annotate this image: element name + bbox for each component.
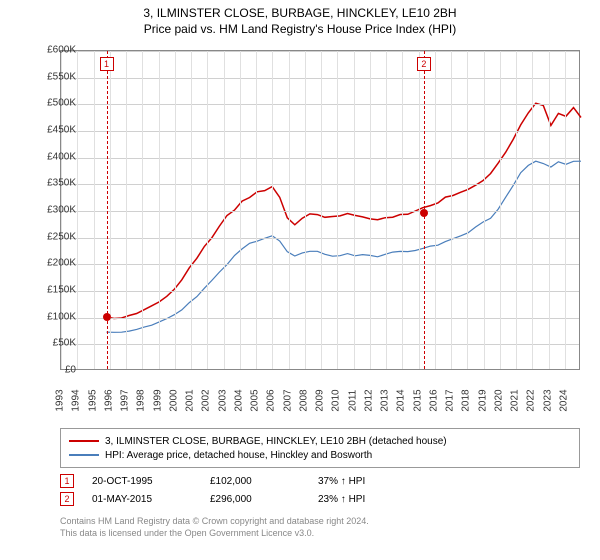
chart-marker-point: [103, 313, 111, 321]
x-axis-label: 2020: [493, 389, 504, 411]
footer-line: This data is licensed under the Open Gov…: [60, 528, 580, 540]
legend-label: HPI: Average price, detached house, Hinc…: [105, 450, 372, 461]
x-axis-label: 2016: [428, 389, 439, 411]
event-price: £296,000: [210, 494, 300, 505]
x-axis-label: 1998: [136, 389, 147, 411]
x-axis-label: 2011: [347, 390, 358, 412]
x-axis-label: 2012: [363, 389, 374, 411]
event-marker-icon: 1: [60, 474, 74, 488]
chart-marker-badge: 1: [100, 57, 114, 71]
x-axis-label: 2001: [185, 389, 196, 411]
y-axis-label: £450K: [24, 125, 76, 136]
series-line-hpi: [107, 161, 582, 332]
event-pct: 23% ↑ HPI: [318, 494, 408, 505]
y-axis-label: £300K: [24, 205, 76, 216]
chart-subtitle: Price paid vs. HM Land Registry's House …: [0, 20, 600, 36]
x-axis-label: 2017: [445, 389, 456, 411]
legend-label: 3, ILMINSTER CLOSE, BURBAGE, HINCKLEY, L…: [105, 436, 447, 447]
x-axis-label: 1993: [55, 389, 66, 411]
event-row: 1 20-OCT-1995 £102,000 37% ↑ HPI: [60, 472, 580, 490]
chart-legend: 3, ILMINSTER CLOSE, BURBAGE, HINCKLEY, L…: [60, 428, 580, 468]
x-axis-label: 2004: [233, 389, 244, 411]
chart-plot-area: 12: [60, 50, 580, 370]
chart-marker-badge: 2: [417, 57, 431, 71]
x-axis-label: 2007: [282, 389, 293, 411]
x-axis-label: 2022: [526, 389, 537, 411]
footer-attribution: Contains HM Land Registry data © Crown c…: [60, 516, 580, 539]
chart-marker-point: [420, 209, 428, 217]
x-axis-label: 1996: [103, 389, 114, 411]
x-axis-label: 2002: [201, 389, 212, 411]
x-axis-label: 2015: [412, 389, 423, 411]
event-price: £102,000: [210, 476, 300, 487]
x-axis-label: 2006: [266, 389, 277, 411]
x-axis-label: 2010: [331, 389, 342, 411]
x-axis-label: 2019: [477, 389, 488, 411]
y-axis-label: £550K: [24, 71, 76, 82]
event-date: 01-MAY-2015: [92, 494, 192, 505]
x-axis-label: 1995: [87, 389, 98, 411]
y-axis-label: £150K: [24, 285, 76, 296]
y-axis-label: £200K: [24, 258, 76, 269]
y-axis-label: £400K: [24, 151, 76, 162]
chart-container: 3, ILMINSTER CLOSE, BURBAGE, HINCKLEY, L…: [0, 0, 600, 560]
chart-lines-svg: [61, 51, 579, 369]
footer-line: Contains HM Land Registry data © Crown c…: [60, 516, 580, 528]
x-axis-label: 1999: [152, 389, 163, 411]
y-axis-label: £50K: [24, 338, 76, 349]
x-axis-label: 1997: [120, 389, 131, 411]
x-axis-label: 2023: [542, 389, 553, 411]
y-axis-label: £100K: [24, 311, 76, 322]
x-axis-label: 2008: [298, 389, 309, 411]
x-axis-label: 2005: [250, 389, 261, 411]
y-axis-label: £0: [24, 365, 76, 376]
x-axis-label: 2024: [558, 389, 569, 411]
legend-swatch: [69, 440, 99, 442]
x-axis-label: 2000: [168, 389, 179, 411]
event-table: 1 20-OCT-1995 £102,000 37% ↑ HPI 2 01-MA…: [60, 472, 580, 508]
legend-item: HPI: Average price, detached house, Hinc…: [69, 448, 571, 462]
event-date: 20-OCT-1995: [92, 476, 192, 487]
x-axis-label: 2009: [315, 389, 326, 411]
y-axis-label: £600K: [24, 45, 76, 56]
x-axis-label: 2013: [380, 389, 391, 411]
event-marker-icon: 2: [60, 492, 74, 506]
x-axis-label: 1994: [71, 389, 82, 411]
y-axis-label: £350K: [24, 178, 76, 189]
x-axis-label: 2018: [461, 389, 472, 411]
legend-item: 3, ILMINSTER CLOSE, BURBAGE, HINCKLEY, L…: [69, 434, 571, 448]
x-axis-label: 2021: [510, 389, 521, 411]
legend-swatch: [69, 454, 99, 456]
x-axis-label: 2003: [217, 389, 228, 411]
x-axis-label: 2014: [396, 389, 407, 411]
chart-title: 3, ILMINSTER CLOSE, BURBAGE, HINCKLEY, L…: [0, 0, 600, 20]
y-axis-label: £500K: [24, 98, 76, 109]
event-pct: 37% ↑ HPI: [318, 476, 408, 487]
event-row: 2 01-MAY-2015 £296,000 23% ↑ HPI: [60, 490, 580, 508]
y-axis-label: £250K: [24, 231, 76, 242]
